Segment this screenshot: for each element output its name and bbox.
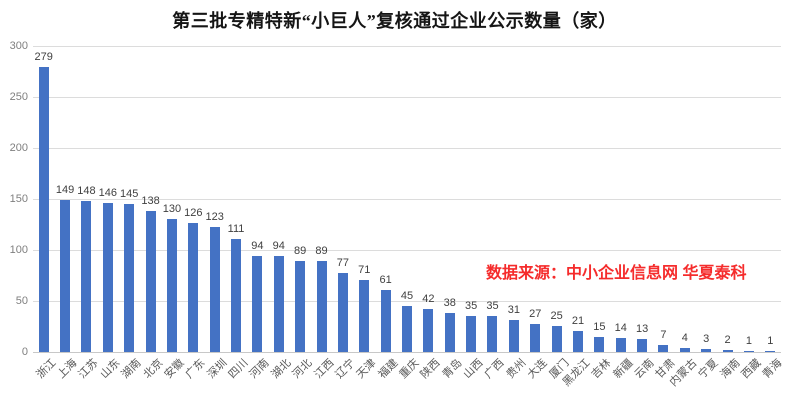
y-axis-tick-label: 50 [15,295,28,307]
bar-value-label: 27 [529,308,542,320]
bar-value-label: 7 [660,329,667,341]
bar-value-label: 14 [614,322,627,334]
bar-value-label: 71 [358,264,371,276]
bar [273,256,284,352]
bar [594,337,605,352]
bar-value-label: 31 [507,304,520,316]
bar [423,309,434,352]
plot-area: 0 50 100 150 200 250 300 279 浙江 149 上海 148 江苏 146 山东 14… [10,40,785,389]
gridline [33,96,781,98]
bar-value-label: 21 [571,315,585,327]
bar-value-label: 35 [464,300,478,312]
bar-value-label: 45 [400,290,414,302]
bar-value-label: 89 [315,245,328,257]
bar-value-label: 77 [336,257,349,269]
y-axis-tick-label: 100 [9,244,28,256]
bar-value-label: 42 [422,293,435,305]
bar [102,203,113,352]
bar [765,351,776,352]
gridline [33,249,781,251]
bar-value-label: 38 [443,297,456,309]
bar-value-label: 149 [55,184,75,196]
bar [145,211,156,352]
bar-value-label: 148 [77,185,96,197]
bar [508,320,519,352]
bar-value-label: 138 [141,195,160,207]
bar-value-label: 35 [486,300,499,312]
bar [209,227,220,352]
bar-value-label: 89 [294,245,307,257]
bar [380,290,391,352]
y-axis-tick-label: 250 [9,91,28,103]
bar [466,316,477,352]
y-axis-tick-label: 0 [21,346,28,358]
bar [572,331,583,352]
bar [615,338,626,352]
y-axis-tick-label: 200 [9,142,28,154]
bar [402,306,412,352]
bar-value-label: 15 [593,321,606,333]
bar [166,219,177,352]
bar [38,67,49,352]
bar-value-label: 146 [98,187,117,199]
gridline [33,300,781,302]
bar [530,324,541,352]
bar [124,204,135,352]
chart-title: 第三批专精特新“小巨人”复核通过企业公示数量（家） [172,11,617,31]
gridline [33,45,781,47]
bar-value-label: 94 [251,240,264,252]
bar [60,200,71,352]
y-axis-tick-label: 300 [9,40,28,52]
bar-value-label: 13 [635,323,649,335]
bar-value-label: 94 [272,240,285,252]
bar [701,349,712,352]
bar-value-label: 145 [119,188,139,200]
bar [337,273,348,352]
bar-value-label: 279 [34,51,53,63]
bar-value-label: 3 [703,333,710,345]
gridline [33,147,781,149]
y-axis-tick-label: 150 [9,193,28,205]
bar-value-label: 61 [379,274,392,286]
bar [295,261,306,352]
bar [81,201,92,352]
bar [231,239,242,352]
bar-value-label: 1 [767,335,774,347]
bar [359,280,370,352]
bar [487,316,498,352]
bar-value-label: 2 [724,334,731,346]
bar [316,261,327,352]
bar [188,223,199,352]
bar [679,348,690,352]
bar [637,339,648,352]
bar-value-label: 1 [745,335,752,347]
bar [252,256,263,352]
data-source-note: 数据来源：中小企业信息网 华夏泰科 [486,265,747,282]
bar-value-label: 126 [184,207,203,219]
x-axis-line [33,351,781,353]
gridline [33,198,781,200]
bar-value-label: 111 [227,223,245,235]
bar [722,350,733,352]
bar-value-label: 4 [681,332,688,344]
bar [658,345,669,352]
bar-value-label: 123 [205,211,224,223]
bar-value-label: 130 [162,203,182,215]
bar [551,326,562,352]
bar [444,313,455,352]
bar-value-label: 25 [550,310,563,322]
bar [743,351,754,352]
